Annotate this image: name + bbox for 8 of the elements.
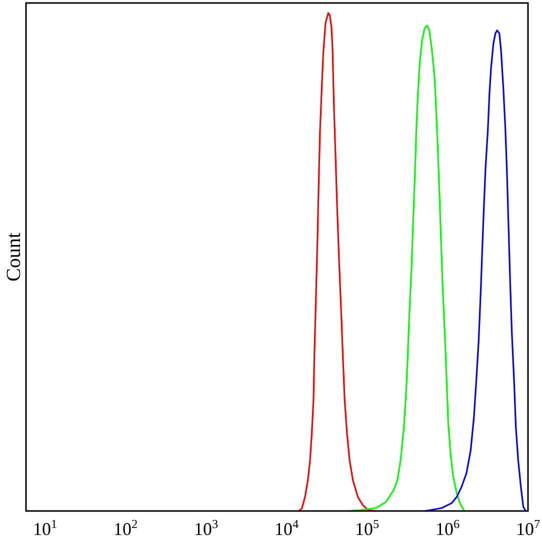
y-axis-title: Count — [3, 232, 25, 282]
x-tick-label: 10$^{5}$ — [354, 517, 380, 539]
x-tick-label: 10$^{1}$ — [32, 517, 58, 539]
x-tick-label: 10$^{7}$ — [516, 517, 540, 539]
x-tick-label: 10$^{2}$ — [113, 517, 138, 539]
x-tick-label: 10$^{6}$ — [435, 517, 460, 539]
x-tick-label: 10$^{4}$ — [274, 517, 299, 539]
x-tick-label: 10$^{3}$ — [194, 517, 218, 539]
